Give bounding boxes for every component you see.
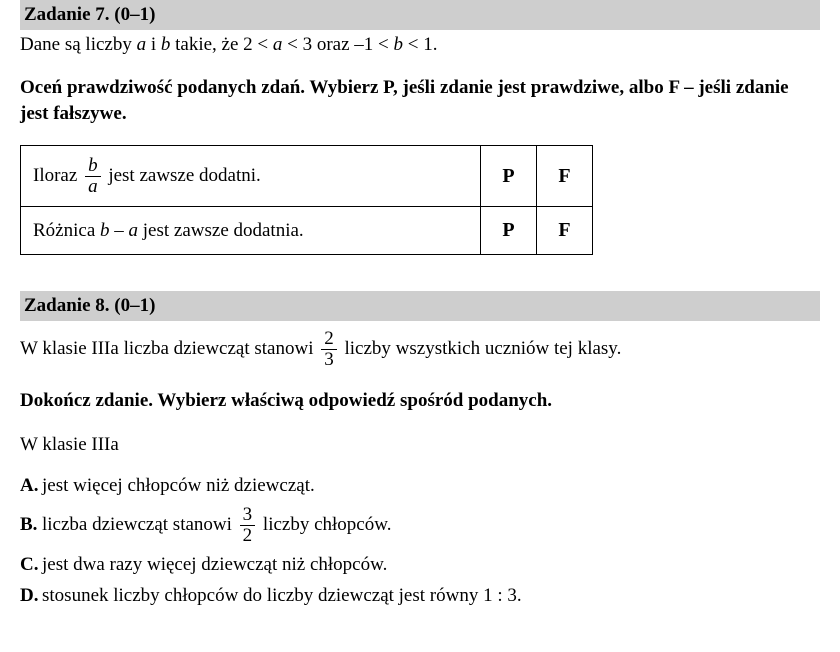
option-d[interactable]: D.stosunek liczby chłopców do liczby dzi…: [20, 583, 820, 609]
option-letter: D.: [20, 583, 42, 609]
option-text: stosunek liczby chłopców do liczby dziew…: [42, 585, 522, 606]
option-letter: C.: [20, 552, 42, 578]
choice-f[interactable]: F: [537, 145, 593, 207]
var-a: a: [129, 220, 139, 241]
choice-f[interactable]: F: [537, 207, 593, 255]
option-c[interactable]: C.jest dwa razy więcej dziewcząt niż chł…: [20, 552, 820, 578]
denominator: 2: [240, 525, 256, 546]
text: Iloraz: [33, 164, 82, 185]
task7-given: Dane są liczby a i b takie, że 2 < a < 3…: [20, 32, 820, 58]
option-text-pre: liczba dziewcząt stanowi: [42, 514, 237, 535]
var-a: a: [137, 34, 147, 55]
numerator: 2: [321, 329, 337, 349]
option-text: jest dwa razy więcej dziewcząt niż chłop…: [42, 554, 387, 575]
task7-instruction: Oceń prawdziwość podanych zdań. Wybierz …: [20, 75, 820, 126]
text: –: [110, 220, 129, 241]
task8-intro: W klasie IIIa liczba dziewcząt stanowi 2…: [20, 329, 820, 370]
text: jest zawsze dodatni.: [108, 164, 260, 185]
table-row: Iloraz b a jest zawsze dodatni. P F: [21, 145, 593, 207]
task8-header: Zadanie 8. (0–1): [20, 291, 820, 321]
text: takie, że 2 <: [170, 34, 273, 55]
text: < 3 oraz –1 <: [282, 34, 393, 55]
text: Różnica: [33, 220, 100, 241]
denominator: 3: [321, 349, 337, 370]
var-b: b: [161, 34, 171, 55]
text: jest zawsze dodatnia.: [138, 220, 304, 241]
table-row: Różnica b – a jest zawsze dodatnia. P F: [21, 207, 593, 255]
numerator: 3: [240, 505, 256, 525]
choice-p[interactable]: P: [481, 145, 537, 207]
task8-options: A.jest więcej chłopców niż dziewcząt. B.…: [20, 473, 820, 609]
var-b: b: [100, 220, 110, 241]
var-a: a: [273, 34, 283, 55]
fraction-b-over-a: b a: [85, 156, 101, 197]
option-text: jest więcej chłopców niż dziewcząt.: [42, 475, 315, 496]
statement-cell: Różnica b – a jest zawsze dodatnia.: [21, 207, 481, 255]
task7-header: Zadanie 7. (0–1): [20, 0, 820, 30]
text: liczby wszystkich uczniów tej klasy.: [344, 338, 621, 359]
option-a[interactable]: A.jest więcej chłopców niż dziewcząt.: [20, 473, 820, 499]
choice-p[interactable]: P: [481, 207, 537, 255]
denominator: a: [85, 176, 101, 197]
option-b[interactable]: B.liczba dziewcząt stanowi 3 2 liczby ch…: [20, 505, 820, 546]
task8-inclass: W klasie IIIa: [20, 432, 820, 458]
task7-table: Iloraz b a jest zawsze dodatni. P F Różn…: [20, 145, 593, 256]
text: Dane są liczby: [20, 34, 137, 55]
fraction-2-3: 2 3: [321, 329, 337, 370]
option-letter: A.: [20, 473, 42, 499]
statement-cell: Iloraz b a jest zawsze dodatni.: [21, 145, 481, 207]
var-b: b: [394, 34, 404, 55]
fraction-3-2: 3 2: [240, 505, 256, 546]
text: < 1.: [403, 34, 437, 55]
task8-instruction: Dokończ zdanie. Wybierz właściwą odpowie…: [20, 388, 820, 414]
option-text-post: liczby chłopców.: [263, 514, 392, 535]
numerator: b: [85, 156, 101, 176]
text: i: [146, 34, 161, 55]
text: W klasie IIIa liczba dziewcząt stanowi: [20, 338, 318, 359]
option-letter: B.: [20, 512, 42, 538]
